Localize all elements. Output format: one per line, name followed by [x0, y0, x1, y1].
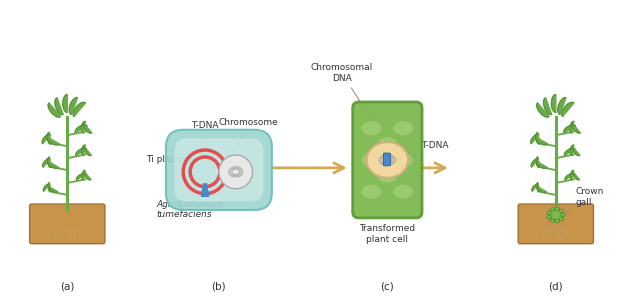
- Polygon shape: [558, 98, 566, 115]
- Polygon shape: [564, 125, 576, 133]
- Text: Ti plasmid: Ti plasmid: [147, 155, 197, 168]
- Polygon shape: [82, 170, 85, 180]
- Ellipse shape: [549, 209, 563, 221]
- Circle shape: [219, 155, 253, 189]
- Polygon shape: [532, 184, 538, 191]
- Polygon shape: [531, 134, 539, 144]
- Polygon shape: [562, 102, 574, 116]
- Text: T-DNA: T-DNA: [191, 121, 219, 146]
- Polygon shape: [42, 134, 51, 144]
- Ellipse shape: [559, 217, 564, 221]
- Ellipse shape: [377, 137, 398, 151]
- Polygon shape: [44, 184, 49, 191]
- Polygon shape: [48, 161, 59, 168]
- Polygon shape: [573, 147, 580, 156]
- Polygon shape: [55, 98, 63, 115]
- Ellipse shape: [393, 185, 413, 199]
- Ellipse shape: [550, 219, 554, 222]
- Polygon shape: [536, 132, 540, 144]
- Polygon shape: [48, 103, 61, 117]
- Polygon shape: [42, 159, 50, 167]
- Text: (c): (c): [380, 282, 394, 292]
- FancyBboxPatch shape: [353, 102, 422, 218]
- Polygon shape: [70, 98, 78, 115]
- Text: Transformed
plant cell: Transformed plant cell: [359, 224, 415, 244]
- Text: (a): (a): [60, 282, 75, 292]
- Polygon shape: [570, 145, 574, 156]
- Ellipse shape: [377, 169, 398, 183]
- Polygon shape: [573, 172, 580, 180]
- Polygon shape: [565, 174, 574, 180]
- Ellipse shape: [561, 213, 565, 217]
- Polygon shape: [82, 121, 85, 133]
- Polygon shape: [536, 137, 548, 145]
- Ellipse shape: [362, 121, 381, 135]
- FancyBboxPatch shape: [174, 138, 264, 201]
- Polygon shape: [531, 159, 538, 167]
- Polygon shape: [47, 157, 51, 167]
- FancyBboxPatch shape: [384, 153, 391, 166]
- Text: (d): (d): [549, 282, 563, 292]
- Polygon shape: [85, 172, 91, 180]
- Polygon shape: [63, 95, 67, 112]
- Polygon shape: [570, 121, 574, 133]
- Ellipse shape: [362, 153, 381, 167]
- Ellipse shape: [393, 121, 413, 135]
- Polygon shape: [47, 137, 59, 145]
- Polygon shape: [537, 103, 549, 117]
- Text: Crown
gall: Crown gall: [561, 187, 604, 216]
- Polygon shape: [536, 157, 540, 167]
- Text: Chromosome: Chromosome: [219, 118, 279, 152]
- Text: (b): (b): [212, 282, 226, 292]
- Polygon shape: [572, 124, 580, 133]
- Polygon shape: [76, 174, 86, 180]
- Text: Agrobacterium
tumefaciens: Agrobacterium tumefaciens: [157, 194, 224, 219]
- Polygon shape: [551, 95, 556, 112]
- FancyBboxPatch shape: [166, 130, 272, 210]
- Ellipse shape: [547, 215, 551, 219]
- Polygon shape: [83, 124, 92, 133]
- Ellipse shape: [555, 219, 559, 223]
- Polygon shape: [84, 147, 92, 156]
- Ellipse shape: [559, 209, 564, 213]
- Polygon shape: [544, 98, 552, 115]
- Polygon shape: [47, 132, 51, 144]
- Polygon shape: [76, 148, 87, 156]
- FancyBboxPatch shape: [30, 204, 105, 244]
- Ellipse shape: [362, 185, 381, 199]
- Polygon shape: [49, 187, 58, 192]
- FancyBboxPatch shape: [518, 204, 593, 244]
- Ellipse shape: [550, 208, 554, 211]
- Polygon shape: [82, 145, 85, 156]
- Polygon shape: [537, 183, 540, 191]
- Polygon shape: [537, 187, 546, 192]
- Polygon shape: [73, 102, 85, 116]
- Polygon shape: [571, 170, 574, 180]
- Polygon shape: [537, 161, 547, 168]
- Ellipse shape: [367, 142, 408, 178]
- Ellipse shape: [393, 153, 413, 167]
- Text: Chromosomal
DNA: Chromosomal DNA: [311, 63, 373, 120]
- Ellipse shape: [547, 211, 551, 215]
- Polygon shape: [48, 183, 51, 191]
- Polygon shape: [564, 148, 575, 156]
- Ellipse shape: [555, 207, 559, 211]
- Polygon shape: [75, 125, 87, 133]
- Text: T-DNA: T-DNA: [403, 141, 449, 161]
